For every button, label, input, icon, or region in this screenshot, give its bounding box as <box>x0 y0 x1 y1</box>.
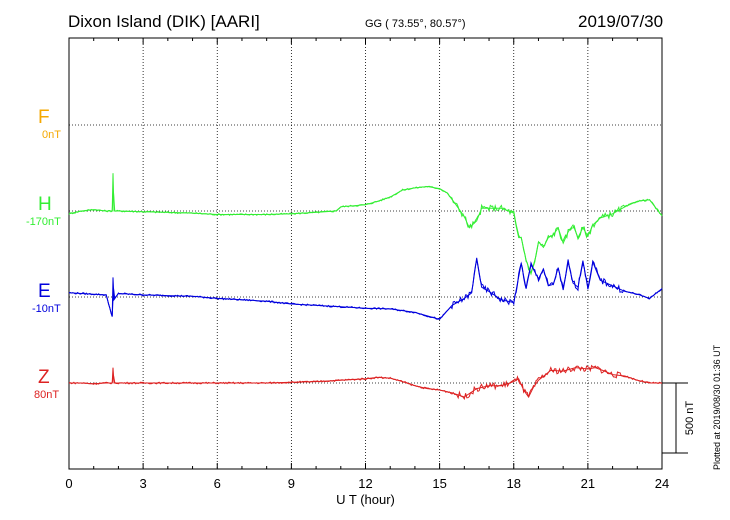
series-e-line <box>68 259 663 320</box>
component-f-name: F <box>38 107 50 128</box>
x-tick-label: 3 <box>140 476 147 491</box>
x-tick-label: 15 <box>432 476 446 491</box>
component-label-h: H -170nT <box>26 194 61 228</box>
component-label-z: Z 80nT <box>34 367 59 401</box>
component-f-baseline: 0nT <box>42 129 61 141</box>
x-tick-label: 24 <box>655 476 669 491</box>
series-e-keypoints <box>68 257 663 320</box>
component-label-f: F 0nT <box>38 107 61 141</box>
x-tick-label: 9 <box>288 476 295 491</box>
x-tick-label: 6 <box>214 476 221 491</box>
x-tick-label: 0 <box>65 476 72 491</box>
observation-date: 2019/07/30 <box>578 12 664 31</box>
component-label-e: E -10nT <box>32 281 61 315</box>
series-z-line <box>68 364 663 401</box>
scale-bar-label: 500 nT <box>684 401 696 436</box>
x-axis-label: U T (hour) <box>336 492 395 507</box>
x-tick-label: 21 <box>581 476 595 491</box>
series-h-line <box>68 185 663 274</box>
series-z-keypoints <box>69 367 662 398</box>
x-tick-label: 18 <box>507 476 521 491</box>
component-z-baseline: 80nT <box>34 389 60 401</box>
plotted-timestamp: Plotted at 2019/08/30 01:36 UT <box>712 344 722 470</box>
component-e-baseline: -10nT <box>32 303 61 315</box>
series-h-keypoints <box>68 173 663 276</box>
station-title: Dixon Island (DIK) [AARI] <box>68 12 260 31</box>
geographic-coordinates: GG ( 73.55°, 80.57°) <box>365 18 466 30</box>
component-h-name: H <box>38 194 52 215</box>
x-tick-label: 12 <box>358 476 372 491</box>
component-z-name: Z <box>38 367 50 388</box>
component-e-name: E <box>38 281 51 302</box>
component-h-baseline: -170nT <box>26 216 61 228</box>
